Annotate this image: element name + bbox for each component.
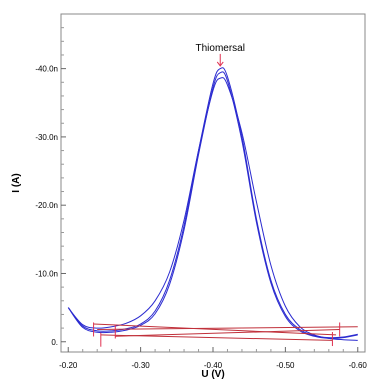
y-tick-label: 0. [51,338,58,347]
y-axis: 0. -10.0n -20.0n -30.0n -40.0n [35,27,66,347]
x-tick-label: -0.20 [59,361,78,370]
series-line-4 [93,323,337,336]
x-axis-title: U (V) [201,369,224,380]
peak-arrow-icon [216,61,224,67]
plot-frame [60,13,366,353]
series-layer [67,67,358,341]
series-line-7 [97,326,358,330]
y-tick-label: -20.0n [35,201,58,210]
annotation-layer: Thiomersal [196,43,245,67]
y-axis-title: I (A) [11,173,22,192]
x-tick-label: -0.50 [276,361,295,370]
x-tick-label: -0.60 [349,361,368,370]
peak-label: Thiomersal [196,43,245,54]
marker-layer [93,322,341,347]
x-tick-label: -0.40 [204,361,223,370]
series-line-6 [115,328,340,337]
x-axis: -0.20 -0.30 -0.40 -0.50 -0.60 [59,347,367,370]
y-tick-label: -40.0n [35,65,58,74]
y-tick-label: -30.0n [35,133,58,142]
x-tick-label: -0.30 [132,361,151,370]
y-tick-label: -10.0n [35,269,58,278]
series-line-1 [67,67,358,339]
